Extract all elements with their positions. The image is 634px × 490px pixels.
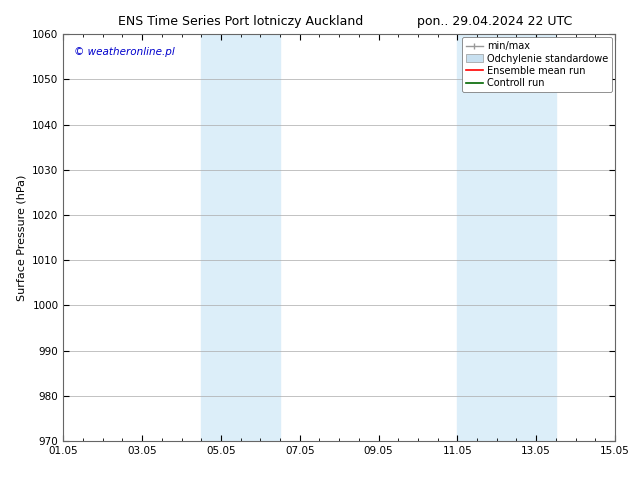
Bar: [457, 34, 556, 441]
Text: ENS Time Series Port lotniczy Auckland: ENS Time Series Port lotniczy Auckland: [119, 15, 363, 28]
Text: pon.. 29.04.2024 22 UTC: pon.. 29.04.2024 22 UTC: [417, 15, 572, 28]
Bar: [202, 34, 280, 441]
Legend: min/max, Odchylenie standardowe, Ensemble mean run, Controll run: min/max, Odchylenie standardowe, Ensembl…: [462, 37, 612, 92]
Text: © weatheronline.pl: © weatheronline.pl: [74, 47, 175, 56]
Y-axis label: Surface Pressure (hPa): Surface Pressure (hPa): [16, 174, 27, 301]
